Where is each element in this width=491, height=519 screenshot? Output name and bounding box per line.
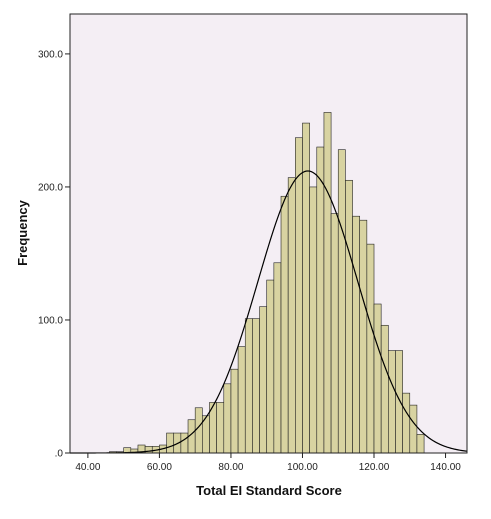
histogram-bar bbox=[237, 346, 246, 454]
histogram-bar bbox=[223, 383, 232, 454]
histogram-bar bbox=[166, 432, 175, 454]
histogram-bar bbox=[388, 350, 396, 454]
histogram-bar bbox=[194, 407, 203, 454]
histogram-bar bbox=[287, 177, 296, 454]
x-tick-label: 100.00 bbox=[287, 462, 318, 473]
histogram-bars bbox=[109, 112, 425, 454]
histogram-bar bbox=[316, 146, 325, 454]
histogram-bar bbox=[323, 112, 332, 454]
y-tick-label: 200.0 bbox=[38, 182, 63, 193]
y-axis-title: Frequency bbox=[15, 199, 30, 266]
histogram-bar bbox=[216, 402, 225, 454]
plot-frame bbox=[69, 13, 468, 454]
histogram-bar bbox=[402, 392, 411, 454]
histogram-bar bbox=[273, 262, 282, 454]
x-tick-label: 80.00 bbox=[218, 462, 243, 473]
histogram-bar bbox=[330, 213, 339, 454]
histogram-bar bbox=[416, 434, 425, 454]
normal-curve bbox=[70, 170, 468, 454]
x-tick-label: 60.00 bbox=[147, 462, 172, 473]
histogram-bar bbox=[244, 318, 253, 454]
histogram-bar bbox=[409, 404, 418, 454]
histogram-bar bbox=[345, 179, 353, 454]
histogram-bar bbox=[366, 243, 375, 454]
histogram-bar bbox=[266, 279, 275, 454]
histogram-bar bbox=[309, 186, 318, 454]
x-tick-label: 40.00 bbox=[75, 462, 100, 473]
histogram-bar bbox=[230, 368, 239, 454]
y-tick-label: .0 bbox=[55, 449, 64, 460]
y-axis: .0 100.0 200.0 300.0 bbox=[38, 49, 70, 460]
histogram-bar bbox=[359, 219, 368, 454]
histogram-bar bbox=[295, 137, 303, 454]
y-tick-label: 300.0 bbox=[38, 49, 63, 60]
x-tick-label: 120.00 bbox=[359, 462, 390, 473]
histogram-bar bbox=[352, 215, 360, 454]
histogram-bar bbox=[373, 303, 382, 454]
histogram-bar bbox=[252, 318, 260, 454]
histogram-bar bbox=[280, 195, 289, 454]
histogram-bar bbox=[180, 432, 189, 454]
histogram-bar bbox=[259, 306, 268, 454]
histogram-bar bbox=[395, 350, 403, 454]
histogram-bar bbox=[337, 149, 346, 454]
y-tick-label: 100.0 bbox=[38, 315, 63, 326]
x-axis: 40.00 60.00 80.00 100.00 120.00 140.00 bbox=[75, 453, 461, 473]
x-tick-label: 140.00 bbox=[430, 462, 461, 473]
x-axis-title: Total EI Standard Score bbox=[196, 483, 342, 498]
histogram-bar bbox=[380, 324, 389, 454]
